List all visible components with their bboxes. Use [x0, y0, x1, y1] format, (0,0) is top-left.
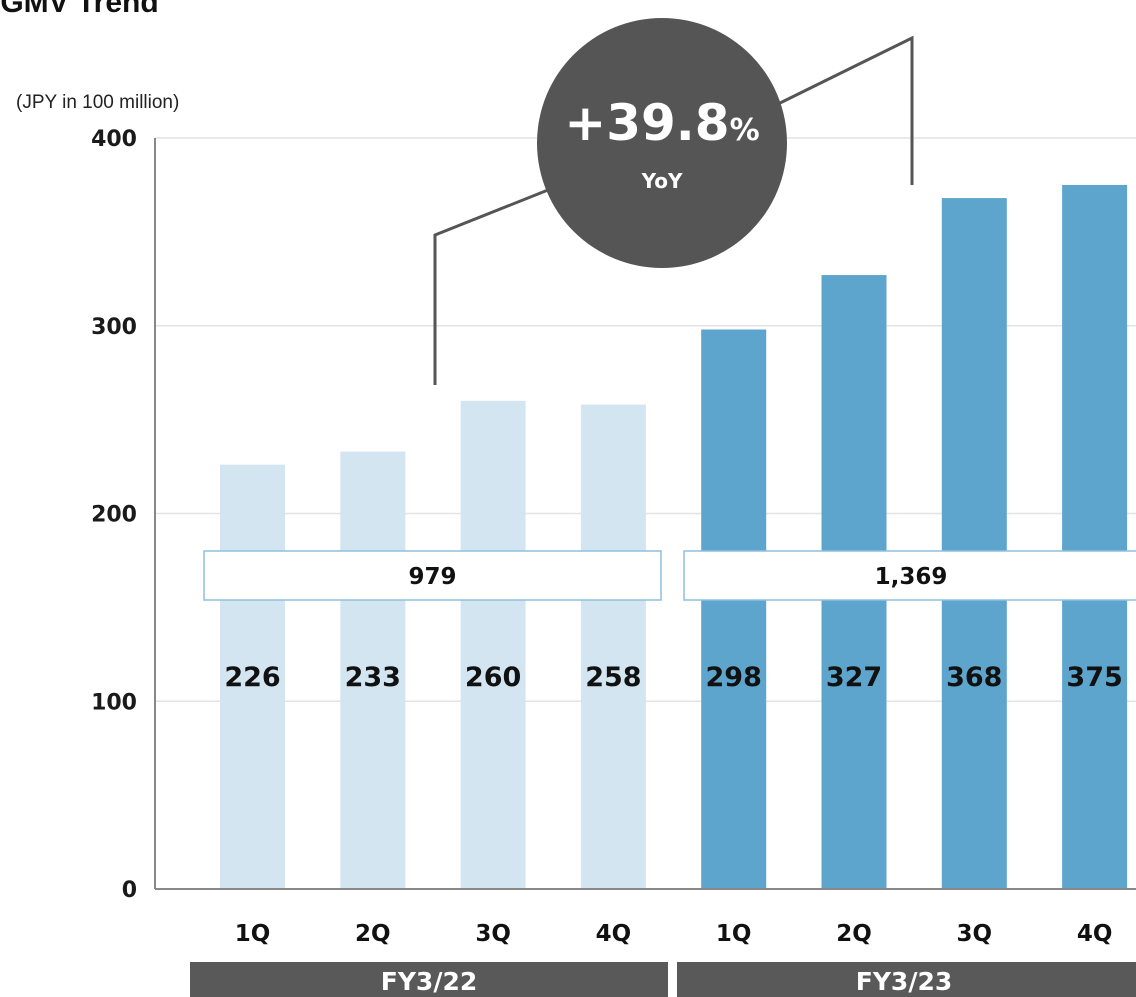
y-tick-label: 300 — [91, 315, 137, 340]
yoy-annotation: +39.8% YoY — [433, 18, 914, 385]
group-totals: 979 1,369 — [203, 550, 1136, 601]
y-tick-label: 0 — [122, 878, 137, 903]
bar — [580, 404, 646, 889]
value-label: 298 — [706, 662, 762, 693]
bar — [220, 464, 285, 889]
value-label: 233 — [345, 662, 401, 693]
x-tick-label: 2Q — [355, 921, 391, 947]
value-label: 375 — [1066, 662, 1122, 693]
group-label: FY3/22 — [381, 967, 478, 996]
y-tick-label: 100 — [91, 690, 137, 715]
group-total: 979 — [408, 564, 456, 590]
x-tick-label: 4Q — [1077, 921, 1113, 947]
bar — [1062, 184, 1128, 889]
group-band — [190, 962, 668, 997]
y-axis-unit: (JPY in 100 million) — [16, 92, 180, 113]
x-tick-label: 2Q — [836, 921, 872, 947]
group-total-box — [203, 550, 662, 601]
bar — [941, 198, 1007, 889]
y-tick-labels: 0 100 200 300 400 — [91, 127, 137, 903]
bar — [701, 329, 767, 889]
value-label: 260 — [465, 662, 521, 693]
x-tick-label: 4Q — [596, 921, 632, 947]
x-tick-label: 1Q — [235, 921, 271, 947]
group-total-box — [683, 550, 1136, 601]
chart-title: oB GMV Trend — [0, 0, 159, 19]
bars — [220, 184, 1128, 889]
axes — [154, 138, 1136, 890]
value-labels: 226 233 260 258 298 327 368 375 — [224, 662, 1122, 693]
x-tick-label: 1Q — [716, 921, 752, 947]
x-tick-labels: 1Q 2Q 3Q 4Q 1Q 2Q 3Q 4Q — [235, 921, 1113, 947]
bar — [460, 400, 526, 889]
value-label: 258 — [585, 662, 641, 693]
value-label: 368 — [946, 662, 1002, 693]
group-total: 1,369 — [875, 564, 948, 590]
annotation-connector-left — [433, 188, 549, 385]
yoy-label: YoY — [641, 169, 683, 193]
y-tick-label: 200 — [91, 503, 137, 528]
group-band — [677, 962, 1136, 997]
value-label: 327 — [826, 662, 882, 693]
yoy-circle — [537, 18, 787, 268]
y-tick-label: 400 — [91, 127, 137, 152]
group-labels: FY3/22 FY3/23 — [190, 962, 1136, 997]
x-tick-label: 3Q — [475, 921, 511, 947]
x-tick-label: 3Q — [957, 921, 993, 947]
value-label: 226 — [224, 662, 280, 693]
annotation-connector-right — [777, 35, 914, 185]
bar — [340, 451, 406, 889]
yoy-value: +39.8% — [564, 94, 759, 152]
group-label: FY3/23 — [856, 967, 953, 996]
